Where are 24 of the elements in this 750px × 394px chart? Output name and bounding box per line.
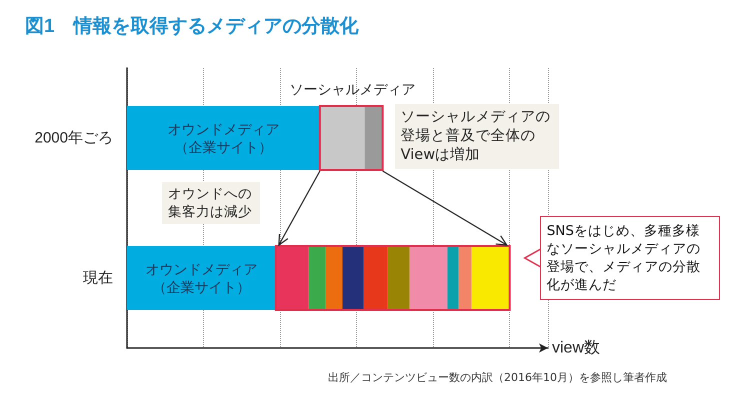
bar [342, 246, 364, 310]
bar [320, 106, 365, 170]
bar [308, 246, 326, 310]
text: オウンドメディア（企業サイト） [145, 261, 258, 295]
text: SNSをはじめ、多種多様なソーシャルメディアの登場で、メディアの分散化が進んだ [540, 216, 720, 300]
bar [409, 246, 448, 310]
bar [458, 246, 472, 310]
annotation: オウンドへの集客力は減少 [162, 182, 260, 224]
bar [388, 246, 410, 310]
bar [276, 246, 309, 310]
annotation: ソーシャルメディアの登場と普及で全体のViewは増加 [394, 104, 559, 169]
bar [447, 246, 458, 310]
bar [471, 246, 510, 310]
chart-title: 図1 情報を取得するメディアの分散化 [25, 16, 360, 37]
bar [127, 246, 276, 310]
bar [127, 106, 320, 170]
bar [326, 246, 342, 310]
x-axis-title: view数 [552, 340, 600, 356]
bar [364, 246, 388, 310]
text: 出所／コンテンツビュー数の内訳（2016年10月）を参照し筆者作成 [328, 370, 667, 386]
y-tick-label: 現在 [83, 270, 113, 286]
annotation: ソーシャルメディア [289, 82, 416, 99]
series-label: オウンドメディア（企業サイト） [167, 121, 280, 155]
y-tick-label: 2000年ごろ [34, 130, 113, 146]
